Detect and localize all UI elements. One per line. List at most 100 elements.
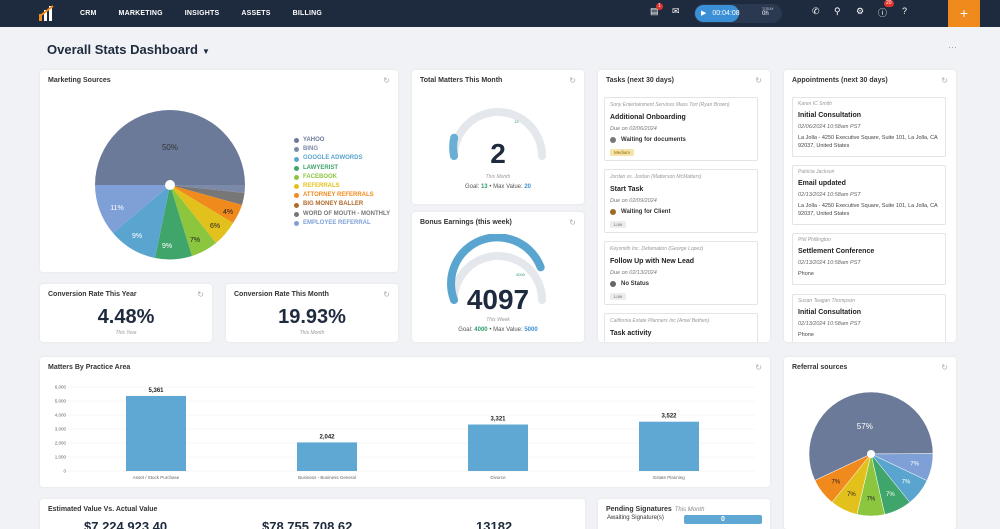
refresh-icon[interactable]: ↻ — [383, 290, 390, 299]
legend-item[interactable]: ATTORNEY REFERRALS — [294, 191, 390, 200]
page-title[interactable]: Overall Stats Dashboard ▼ — [47, 42, 210, 57]
legend-item[interactable]: BIG MONEY BALLER — [294, 200, 390, 209]
card-title: Conversion Rate This Month — [234, 291, 329, 298]
legend-item[interactable]: BING — [294, 145, 390, 154]
referral-sources-card: Referral sources ↻ 57% 7% 7% 7% 7% 7% 7% — [784, 357, 956, 529]
pie-slice[interactable] — [808, 391, 934, 481]
bonus-earnings-card: Bonus Earnings (this week) ↻ 4000 4097 T… — [412, 212, 584, 342]
card-title: Appointments (next 30 days) — [792, 77, 888, 84]
count-value: 13182 — [476, 519, 513, 529]
card-title: Conversion Rate This Year — [48, 291, 137, 298]
appointment-item[interactable]: Karen IC Smith Initial Consultation 02/06/… — [792, 97, 946, 157]
mail-icon[interactable]: ✉ — [672, 6, 680, 16]
gear-icon[interactable]: ⚙ — [856, 6, 865, 16]
legend-swatch — [294, 147, 299, 153]
legend-item[interactable]: GOOGLE ADWORDS — [294, 154, 390, 163]
legend-swatch — [294, 174, 299, 180]
nav-marketing[interactable]: MARKETING — [118, 10, 163, 17]
nav-insights[interactable]: INSIGHTS — [184, 10, 220, 17]
nav-crm[interactable]: CRM — [80, 10, 97, 17]
app-logo-icon[interactable] — [38, 4, 56, 22]
appointment-location: Phone — [798, 271, 814, 277]
bar[interactable] — [126, 395, 186, 471]
refresh-icon[interactable]: ↻ — [941, 363, 948, 372]
legend-label: REFERRALS — [303, 183, 340, 190]
legend-item[interactable]: FACEBOOK — [294, 173, 390, 182]
refresh-icon[interactable]: ↻ — [383, 76, 390, 85]
task-case: California Estate Planners Inc (Amel Bet… — [610, 318, 710, 324]
task-due: Due on 02/09/2024 — [610, 198, 657, 204]
refresh-icon[interactable]: ↻ — [755, 363, 762, 372]
legend-label: FACEBOOK — [303, 173, 338, 180]
pie-slice-label: 7% — [886, 492, 895, 498]
bar[interactable] — [639, 421, 699, 471]
appointment-item[interactable]: Patricia Jackson Email updated 02/13/2024 … — [792, 165, 946, 225]
bar-value-label: 5,361 — [148, 388, 164, 394]
chevron-down-icon[interactable]: ▼ — [202, 47, 210, 56]
bar[interactable] — [297, 442, 357, 471]
slice-label: 50% — [162, 143, 178, 152]
time-tracker[interactable]: ▶ 00:04:08 TODAY 0h — [694, 4, 782, 23]
matters-goal: Goal: 13 • Max Value: 20 — [464, 184, 532, 190]
refresh-icon[interactable]: ↻ — [569, 76, 576, 85]
task-item[interactable]: Sony Entertainment Services Mass Tort (R… — [604, 97, 758, 161]
appointment-item[interactable]: Susan Teagan Thompson Initial Consultatio… — [792, 294, 946, 342]
nav-assets[interactable]: ASSETS — [241, 10, 271, 17]
appointments-card: Appointments (next 30 days) ↻ Karen IC S… — [784, 70, 956, 342]
appointment-date: 02/13/2024 10:58am PST — [798, 192, 861, 198]
task-status-label: Waiting for Client — [621, 209, 671, 215]
bar[interactable] — [468, 424, 528, 471]
task-item[interactable]: Keysmith Inc. Defamation (George Lopez) F… — [604, 241, 758, 305]
slice-label: 4% — [223, 209, 233, 216]
appointment-item[interactable]: Phil Phillington Settlement Conference 02/… — [792, 233, 946, 285]
refresh-icon[interactable]: ↻ — [755, 76, 762, 85]
max-label: Max Value: — [493, 327, 523, 333]
add-button[interactable]: + — [948, 0, 980, 27]
legend-label: LAWYERIST — [303, 164, 339, 171]
info-icon[interactable]: ⓘ — [878, 8, 888, 18]
timer-play-button[interactable]: ▶ 00:04:08 — [695, 5, 740, 22]
pie-slice-label: 7% — [867, 497, 876, 503]
legend-item[interactable]: YAHOO — [294, 136, 390, 145]
legend-item[interactable]: EMPLOYEE REFERRAL — [294, 219, 390, 228]
appointment-location: La Jolla - 4250 Executive Square, Suite … — [798, 203, 938, 217]
card-title: Referral sources — [792, 364, 848, 371]
status-dot-icon — [610, 137, 616, 143]
x-category-label: Estate Planning — [653, 475, 685, 480]
slice-label: 7% — [190, 237, 200, 244]
goal-value: 13 — [480, 184, 488, 190]
card-title: Marketing Sources — [48, 77, 111, 84]
conversion-year-caption: This Year — [115, 330, 137, 336]
more-icon[interactable]: ··· — [948, 42, 957, 52]
refresh-icon[interactable]: ↻ — [941, 76, 948, 85]
nav-billing[interactable]: BILLING — [292, 10, 323, 17]
legend-label: EMPLOYEE REFERRAL — [303, 219, 371, 226]
task-status: No Status — [610, 281, 649, 287]
matters-caption: This Month — [485, 174, 511, 180]
appointment-location: Phone — [798, 332, 814, 338]
appointment-title: Email updated — [798, 180, 846, 187]
refresh-icon[interactable]: ↻ — [197, 290, 204, 299]
total-matters-card: Total Matters This Month ↻ 13 2 This Mon… — [412, 70, 584, 204]
help-icon[interactable]: ? — [902, 6, 908, 16]
timer-today: TODAY 0h — [762, 7, 774, 17]
pie-slice[interactable] — [814, 453, 872, 503]
x-category-label: Business - Business General — [298, 475, 356, 480]
conversion-month-card: Conversion Rate This Month ↻ 19.93% This… — [226, 284, 398, 342]
legend-item[interactable]: WORD OF MOUTH - MONTHLY — [294, 210, 390, 219]
refresh-icon[interactable]: ↻ — [569, 218, 576, 227]
task-item[interactable]: California Estate Planners Inc (Amel Bet… — [604, 313, 758, 342]
pie-slice-label: 7% — [832, 480, 841, 486]
pie-slice-label: 7% — [902, 480, 911, 486]
task-title: Start Task — [610, 186, 644, 193]
slice-label: 6% — [210, 223, 220, 230]
task-item[interactable]: Jordan vs. Jordan (Matterson McMatters) S… — [604, 169, 758, 233]
search-icon[interactable]: ⚲ — [834, 6, 841, 16]
phone-icon[interactable]: ✆ — [812, 6, 820, 16]
legend-label: WORD OF MOUTH - MONTHLY — [303, 210, 391, 217]
matters-value: 2 — [490, 138, 506, 169]
pending-row-value[interactable]: 0 — [684, 515, 762, 524]
tasks-icon[interactable]: ▤ — [650, 6, 659, 16]
legend-item[interactable]: LAWYERIST — [294, 164, 390, 173]
legend-item[interactable]: REFERRALS — [294, 182, 390, 191]
